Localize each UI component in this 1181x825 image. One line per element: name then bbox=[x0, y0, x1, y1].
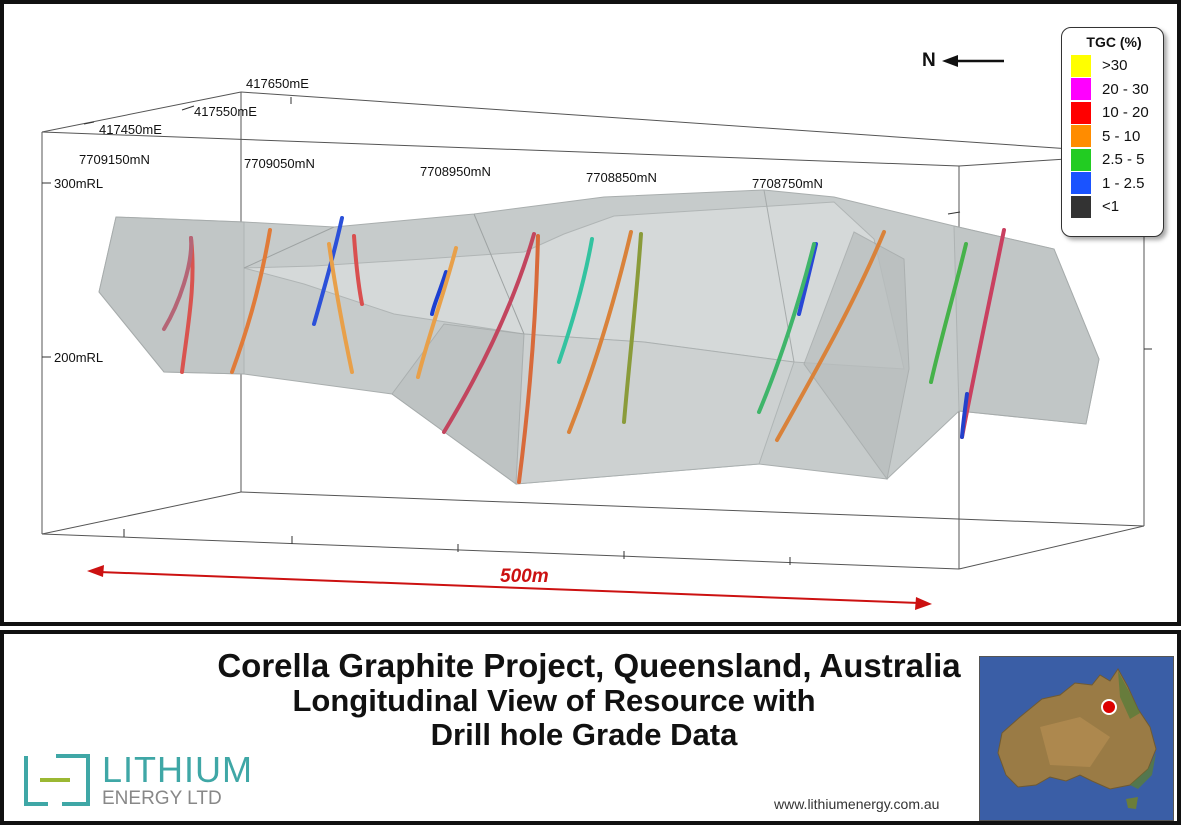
northing-label: 7709050mN bbox=[244, 156, 315, 171]
drill-hole bbox=[517, 234, 540, 484]
location-marker bbox=[1101, 699, 1117, 715]
drill-hole bbox=[929, 242, 968, 384]
elevation-label: 200mRL bbox=[54, 350, 103, 365]
legend-label: 2.5 - 5 bbox=[1102, 151, 1145, 169]
company-logo: LITHIUM ENERGY LTD bbox=[22, 752, 253, 810]
scale-label: 500m bbox=[500, 566, 549, 587]
drill-holes bbox=[162, 216, 1006, 484]
drill-hole bbox=[312, 216, 344, 326]
website-url: www.lithiumenergy.com.au bbox=[774, 796, 940, 812]
legend-label: 20 - 30 bbox=[1102, 80, 1149, 98]
northing-label: 7708750mN bbox=[752, 176, 823, 191]
easting-label: 417450mE bbox=[99, 122, 162, 137]
drill-hole bbox=[622, 232, 643, 424]
legend-label: 1 - 2.5 bbox=[1102, 174, 1145, 192]
drill-hole bbox=[430, 270, 448, 316]
legend-swatch bbox=[1071, 148, 1091, 171]
axis-labels: 417650mE 417550mE 417450mE 7709150mN 770… bbox=[54, 76, 823, 365]
easting-label: 417650mE bbox=[246, 76, 309, 91]
drill-hole bbox=[960, 392, 969, 439]
legend-swatch bbox=[1071, 195, 1091, 218]
legend-swatch bbox=[1071, 101, 1091, 124]
drill-hole bbox=[757, 242, 816, 414]
drill-hole bbox=[162, 236, 194, 331]
drill-hole bbox=[775, 230, 886, 442]
legend-title: TGC (%) bbox=[1086, 34, 1142, 50]
3d-resource-view: 417650mE 417550mE 417450mE 7709150mN 770… bbox=[41, 76, 1152, 610]
northing-label: 7708850mN bbox=[586, 170, 657, 185]
logo-mark-icon bbox=[24, 754, 90, 806]
legend-item: 1 - 2.5 bbox=[1071, 172, 1157, 196]
resource-solid bbox=[98, 189, 1100, 485]
legend-item: 10 - 20 bbox=[1071, 101, 1157, 125]
legend-label: 5 - 10 bbox=[1102, 127, 1141, 145]
drill-hole bbox=[352, 234, 364, 306]
drill-hole bbox=[327, 242, 354, 374]
north-arrow: N bbox=[922, 50, 1006, 72]
location-map bbox=[979, 656, 1174, 821]
legend-item: 2.5 - 5 bbox=[1071, 148, 1157, 172]
legend-label: 10 - 20 bbox=[1102, 104, 1149, 122]
legend-label: <1 bbox=[1102, 198, 1120, 216]
title-line: Drill hole Grade Data bbox=[430, 717, 738, 752]
drill-hole bbox=[960, 228, 1006, 439]
logo-name: LITHIUM bbox=[102, 749, 253, 790]
northing-label: 7708950mN bbox=[420, 164, 491, 179]
resource-view-panel: 417650mE 417550mE 417450mE 7709150mN 770… bbox=[0, 0, 1181, 626]
arrow-left-icon bbox=[941, 55, 1004, 67]
scale-bar: 500m bbox=[87, 565, 932, 610]
northing-label: 7709150mN bbox=[79, 152, 150, 167]
drill-hole bbox=[797, 242, 818, 316]
title-line: Longitudinal View of Resource with bbox=[292, 683, 816, 718]
easting-label: 417550mE bbox=[194, 104, 257, 119]
title-line: Corella Graphite Project, Queensland, Au… bbox=[217, 647, 961, 684]
grade-legend: TGC (%) >30 20 - 30 10 - 20 5 - 10 2.5 -… bbox=[1061, 27, 1164, 237]
drill-hole bbox=[230, 228, 272, 374]
legend-item: >30 bbox=[1071, 54, 1157, 78]
elevation-label: 300mRL bbox=[54, 176, 103, 191]
legend-item: 5 - 10 bbox=[1071, 125, 1157, 149]
legend-swatch bbox=[1071, 78, 1091, 101]
drill-hole bbox=[416, 246, 458, 379]
drill-hole bbox=[442, 232, 536, 434]
legend-swatch bbox=[1071, 125, 1091, 148]
north-label: N bbox=[922, 50, 936, 71]
legend-item: <1 bbox=[1071, 195, 1157, 219]
legend-swatch bbox=[1071, 54, 1091, 77]
logo-subtitle: ENERGY LTD bbox=[102, 788, 222, 809]
legend-swatch bbox=[1071, 172, 1091, 195]
title-panel: Corella Graphite Project, Queensland, Au… bbox=[0, 630, 1181, 825]
logo-text: LITHIUM ENERGY LTD bbox=[102, 752, 253, 810]
legend-item: 20 - 30 bbox=[1071, 78, 1157, 102]
drill-hole bbox=[567, 230, 633, 434]
drill-hole bbox=[557, 237, 594, 364]
legend-label: >30 bbox=[1102, 57, 1128, 75]
australia-map bbox=[997, 668, 1157, 809]
figure-title: Corella Graphite Project, Queensland, Au… bbox=[124, 648, 984, 752]
